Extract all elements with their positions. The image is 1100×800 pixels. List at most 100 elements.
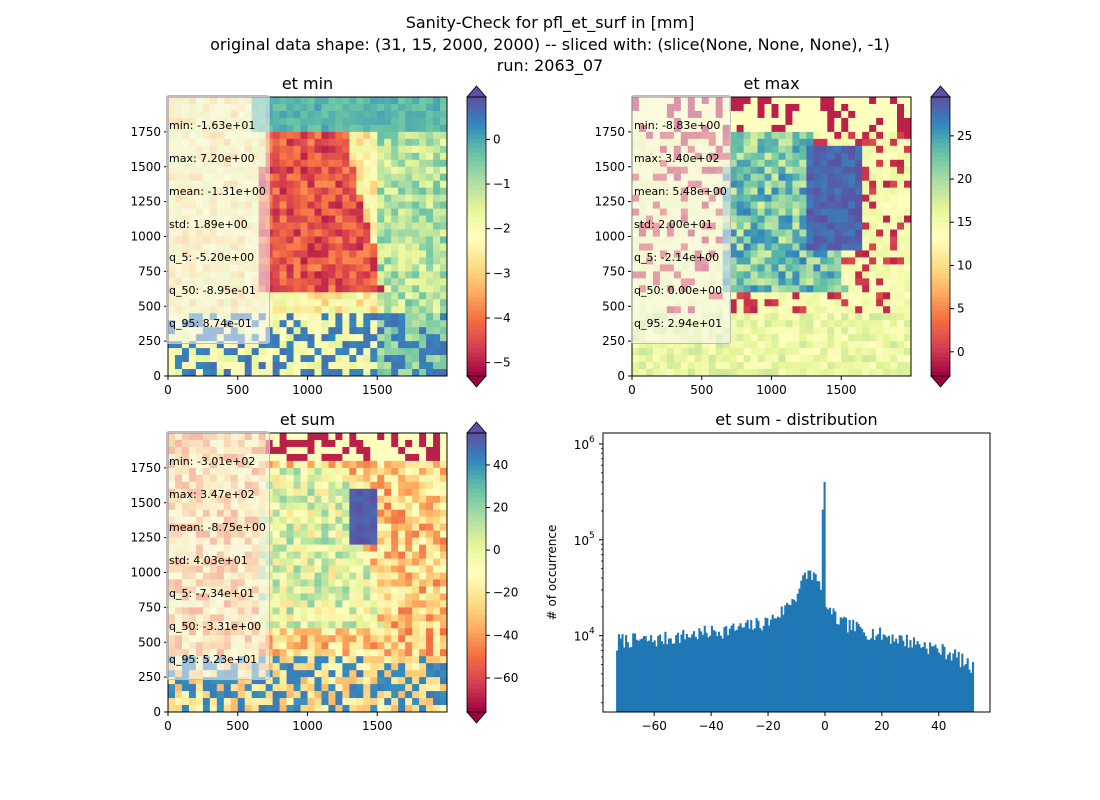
heatmap-cell xyxy=(251,348,260,356)
heatmap-cell xyxy=(342,201,350,210)
heatmap-cell xyxy=(328,313,336,321)
heatmap-cell xyxy=(869,180,877,189)
heatmap-cell xyxy=(645,341,654,349)
heatmap-cell xyxy=(440,433,448,441)
heatmap-cell xyxy=(785,229,793,237)
heatmap-cell xyxy=(377,222,385,230)
heatmap-cell xyxy=(771,327,779,335)
heatmap-cell xyxy=(876,117,884,126)
colorbar-segment xyxy=(931,217,950,224)
heatmap-cell xyxy=(370,621,378,629)
heatmap-cell xyxy=(426,341,434,349)
heatmap-cell xyxy=(300,705,308,713)
heatmap-cell xyxy=(862,264,870,272)
heatmap-cell xyxy=(757,152,765,161)
heatmap-cell xyxy=(356,187,364,196)
heatmap-cell xyxy=(356,446,364,455)
heatmap-cell xyxy=(827,159,835,168)
heatmap-cell xyxy=(405,593,413,601)
heatmap-cell xyxy=(321,362,329,370)
heatmap-cell xyxy=(412,229,420,237)
heatmap-cell xyxy=(419,467,427,476)
heatmap-cell xyxy=(729,194,738,203)
colorbar-segment xyxy=(931,324,950,330)
heatmap-cell xyxy=(314,600,322,608)
heatmap-cell xyxy=(335,446,343,455)
heatmap-cell xyxy=(293,201,301,210)
heatmap-cell xyxy=(890,117,898,126)
heatmap-cell xyxy=(307,117,315,126)
heatmap-cell xyxy=(827,117,835,126)
heatmap-cell xyxy=(342,439,350,448)
heatmap-cell xyxy=(300,621,308,629)
heatmap-cell xyxy=(778,159,786,168)
heatmap-cell xyxy=(328,642,336,650)
heatmap-cell xyxy=(300,348,308,356)
heatmap-cell xyxy=(764,299,772,307)
heatmap-cell xyxy=(820,117,828,126)
colorbar-segment xyxy=(467,120,486,126)
heatmap-cell xyxy=(307,607,315,615)
colorbar-segment xyxy=(931,162,950,168)
heatmap-cell xyxy=(265,362,274,370)
heatmap-cell xyxy=(363,327,371,335)
heatmap-cell xyxy=(174,355,183,363)
heatmap-cell xyxy=(279,635,287,643)
heatmap-cell xyxy=(419,138,427,147)
heatmap-cell xyxy=(729,341,738,349)
heatmap-cell xyxy=(433,607,441,615)
heatmap-cell xyxy=(412,173,420,182)
heatmap-cell xyxy=(869,152,877,161)
heatmap-cell xyxy=(862,215,870,223)
heatmap-cell xyxy=(293,306,301,314)
heatmap-cell xyxy=(792,145,800,154)
heatmap-cell xyxy=(279,551,287,559)
heatmap-cell xyxy=(855,124,863,133)
heatmap-cell xyxy=(673,348,682,356)
heatmap-cell xyxy=(426,523,434,532)
heatmap-cell xyxy=(335,460,343,469)
heatmap-cell xyxy=(168,362,176,370)
heatmap-cell xyxy=(869,243,877,251)
heatmap-cell xyxy=(286,187,294,196)
heatmap-cell xyxy=(174,705,183,713)
heatmap-cell xyxy=(356,460,364,469)
heatmap-cell xyxy=(307,565,315,573)
heatmap-cell xyxy=(391,453,399,462)
heatmap-cell xyxy=(813,250,821,258)
heatmap-cell xyxy=(855,313,863,321)
heatmap-cell xyxy=(168,691,176,699)
heatmap-cell xyxy=(244,691,253,699)
heatmap-cell xyxy=(377,621,385,629)
heatmap-cell xyxy=(293,215,301,223)
heatmap-cell xyxy=(342,194,350,203)
heatmap-cell xyxy=(785,103,793,112)
heatmap-cell xyxy=(820,173,828,182)
y-tick-label: 750 xyxy=(602,264,625,278)
heatmap-cell xyxy=(188,677,197,685)
heatmap-cell xyxy=(356,369,364,377)
heatmap-cell xyxy=(279,481,287,490)
heatmap-cell xyxy=(729,152,738,161)
heatmap-cell xyxy=(251,684,260,692)
heatmap-cell xyxy=(834,97,842,105)
heatmap-cell xyxy=(335,523,343,532)
heatmap-cell xyxy=(848,117,856,126)
heatmap-cell xyxy=(272,572,281,580)
heatmap-cell xyxy=(300,236,308,244)
heatmap-cell xyxy=(356,670,364,678)
heatmap-cell xyxy=(398,628,406,636)
heatmap-cell xyxy=(321,369,329,377)
heatmap-cell xyxy=(307,467,315,476)
heatmap-cell xyxy=(778,306,786,314)
heatmap-cell xyxy=(855,320,863,328)
heatmap-cell xyxy=(384,551,392,559)
heatmap-cell xyxy=(440,698,448,706)
heatmap-cell xyxy=(370,530,378,539)
heatmap-cell xyxy=(258,341,267,349)
heatmap-cell xyxy=(335,159,343,168)
heatmap-cell xyxy=(181,348,190,356)
heatmap-cell xyxy=(356,138,364,147)
heatmap-cell xyxy=(848,180,856,189)
heatmap-cell xyxy=(398,201,406,210)
